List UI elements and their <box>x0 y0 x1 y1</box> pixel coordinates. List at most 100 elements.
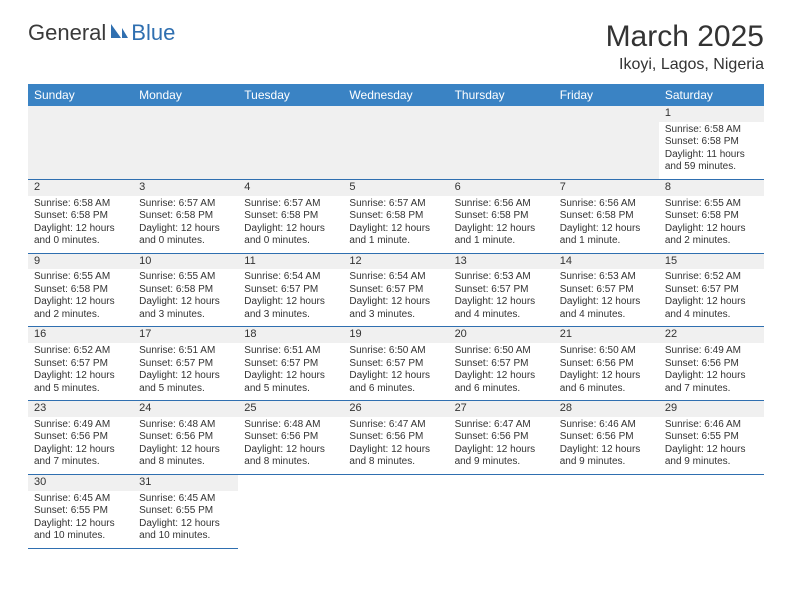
day-number: 6 <box>449 180 554 196</box>
day-number: 14 <box>554 254 659 270</box>
calendar-week-row: 9Sunrise: 6:55 AMSunset: 6:58 PMDaylight… <box>28 253 764 327</box>
day-number: 31 <box>133 475 238 491</box>
weekday-header: Wednesday <box>343 84 448 106</box>
sunrise-text: Sunrise: 6:46 AM <box>560 419 653 432</box>
daylight-text: Daylight: 12 hours and 7 minutes. <box>665 370 758 395</box>
daylight-text: Daylight: 12 hours and 1 minute. <box>455 223 548 248</box>
day-number: 29 <box>659 401 764 417</box>
calendar-cell: 31Sunrise: 6:45 AMSunset: 6:55 PMDayligh… <box>133 474 238 548</box>
day-number: 23 <box>28 401 133 417</box>
weekday-header: Tuesday <box>238 84 343 106</box>
sunset-text: Sunset: 6:56 PM <box>560 358 653 371</box>
calendar-cell: 15Sunrise: 6:52 AMSunset: 6:57 PMDayligh… <box>659 253 764 327</box>
daylight-text: Daylight: 12 hours and 3 minutes. <box>139 296 232 321</box>
day-number: 24 <box>133 401 238 417</box>
daylight-text: Daylight: 12 hours and 5 minutes. <box>34 370 127 395</box>
sunset-text: Sunset: 6:56 PM <box>244 431 337 444</box>
daylight-text: Daylight: 12 hours and 6 minutes. <box>455 370 548 395</box>
day-number: 10 <box>133 254 238 270</box>
logo-sail-icon <box>109 20 129 46</box>
page-title: March 2025 <box>606 20 764 54</box>
sunset-text: Sunset: 6:58 PM <box>560 210 653 223</box>
daylight-text: Daylight: 12 hours and 7 minutes. <box>34 444 127 469</box>
daylight-text: Daylight: 12 hours and 8 minutes. <box>244 444 337 469</box>
calendar-cell: 12Sunrise: 6:54 AMSunset: 6:57 PMDayligh… <box>343 253 448 327</box>
logo-text-2: Blue <box>131 20 175 46</box>
sunset-text: Sunset: 6:57 PM <box>455 284 548 297</box>
calendar-cell: 4Sunrise: 6:57 AMSunset: 6:58 PMDaylight… <box>238 179 343 253</box>
sunrise-text: Sunrise: 6:49 AM <box>34 419 127 432</box>
day-number: 9 <box>28 254 133 270</box>
calendar-week-row: 1Sunrise: 6:58 AMSunset: 6:58 PMDaylight… <box>28 106 764 179</box>
calendar-header-row: SundayMondayTuesdayWednesdayThursdayFrid… <box>28 84 764 106</box>
sunset-text: Sunset: 6:56 PM <box>560 431 653 444</box>
calendar-cell <box>238 474 343 548</box>
calendar-week-row: 23Sunrise: 6:49 AMSunset: 6:56 PMDayligh… <box>28 401 764 475</box>
logo: General Blue <box>28 20 175 46</box>
calendar-cell: 3Sunrise: 6:57 AMSunset: 6:58 PMDaylight… <box>133 179 238 253</box>
day-number: 26 <box>343 401 448 417</box>
calendar-cell: 8Sunrise: 6:55 AMSunset: 6:58 PMDaylight… <box>659 179 764 253</box>
daylight-text: Daylight: 12 hours and 2 minutes. <box>665 223 758 248</box>
sunset-text: Sunset: 6:58 PM <box>34 210 127 223</box>
day-number: 17 <box>133 327 238 343</box>
calendar-cell: 2Sunrise: 6:58 AMSunset: 6:58 PMDaylight… <box>28 179 133 253</box>
daylight-text: Daylight: 12 hours and 6 minutes. <box>349 370 442 395</box>
sunrise-text: Sunrise: 6:57 AM <box>244 198 337 211</box>
day-number: 15 <box>659 254 764 270</box>
weekday-header: Saturday <box>659 84 764 106</box>
title-block: March 2025 Ikoyi, Lagos, Nigeria <box>606 20 764 74</box>
day-number: 7 <box>554 180 659 196</box>
calendar-cell: 17Sunrise: 6:51 AMSunset: 6:57 PMDayligh… <box>133 327 238 401</box>
sunset-text: Sunset: 6:57 PM <box>665 284 758 297</box>
calendar-cell: 13Sunrise: 6:53 AMSunset: 6:57 PMDayligh… <box>449 253 554 327</box>
daylight-text: Daylight: 12 hours and 10 minutes. <box>139 518 232 543</box>
daylight-text: Daylight: 12 hours and 3 minutes. <box>244 296 337 321</box>
calendar-week-row: 16Sunrise: 6:52 AMSunset: 6:57 PMDayligh… <box>28 327 764 401</box>
daylight-text: Daylight: 12 hours and 8 minutes. <box>139 444 232 469</box>
daylight-text: Daylight: 12 hours and 5 minutes. <box>139 370 232 395</box>
calendar-page: General Blue March 2025 Ikoyi, Lagos, Ni… <box>0 0 792 569</box>
sunset-text: Sunset: 6:56 PM <box>34 431 127 444</box>
daylight-text: Daylight: 12 hours and 0 minutes. <box>244 223 337 248</box>
daylight-text: Daylight: 12 hours and 8 minutes. <box>349 444 442 469</box>
daylight-text: Daylight: 12 hours and 5 minutes. <box>244 370 337 395</box>
calendar-cell: 20Sunrise: 6:50 AMSunset: 6:57 PMDayligh… <box>449 327 554 401</box>
day-number: 11 <box>238 254 343 270</box>
calendar-cell: 28Sunrise: 6:46 AMSunset: 6:56 PMDayligh… <box>554 401 659 475</box>
sunset-text: Sunset: 6:58 PM <box>665 210 758 223</box>
calendar-cell: 22Sunrise: 6:49 AMSunset: 6:56 PMDayligh… <box>659 327 764 401</box>
weekday-header: Monday <box>133 84 238 106</box>
sunset-text: Sunset: 6:57 PM <box>349 284 442 297</box>
logo-text-1: General <box>28 20 106 46</box>
calendar-cell: 6Sunrise: 6:56 AMSunset: 6:58 PMDaylight… <box>449 179 554 253</box>
sunrise-text: Sunrise: 6:52 AM <box>34 345 127 358</box>
daylight-text: Daylight: 12 hours and 9 minutes. <box>455 444 548 469</box>
calendar-cell <box>343 106 448 179</box>
daylight-text: Daylight: 12 hours and 0 minutes. <box>139 223 232 248</box>
sunrise-text: Sunrise: 6:55 AM <box>139 271 232 284</box>
sunrise-text: Sunrise: 6:45 AM <box>139 493 232 506</box>
sunset-text: Sunset: 6:57 PM <box>560 284 653 297</box>
calendar-cell: 30Sunrise: 6:45 AMSunset: 6:55 PMDayligh… <box>28 474 133 548</box>
calendar-cell: 5Sunrise: 6:57 AMSunset: 6:58 PMDaylight… <box>343 179 448 253</box>
calendar-cell: 9Sunrise: 6:55 AMSunset: 6:58 PMDaylight… <box>28 253 133 327</box>
sunset-text: Sunset: 6:57 PM <box>139 358 232 371</box>
sunrise-text: Sunrise: 6:47 AM <box>455 419 548 432</box>
day-number: 12 <box>343 254 448 270</box>
calendar-cell: 7Sunrise: 6:56 AMSunset: 6:58 PMDaylight… <box>554 179 659 253</box>
day-number: 2 <box>28 180 133 196</box>
day-number: 25 <box>238 401 343 417</box>
sunrise-text: Sunrise: 6:56 AM <box>455 198 548 211</box>
calendar-cell: 29Sunrise: 6:46 AMSunset: 6:55 PMDayligh… <box>659 401 764 475</box>
calendar-cell: 23 Sunrise: 6:49 AMSunset: 6:56 PMDayligh… <box>28 401 133 475</box>
day-number: 30 <box>28 475 133 491</box>
sunset-text: Sunset: 6:57 PM <box>349 358 442 371</box>
sunrise-text: Sunrise: 6:53 AM <box>560 271 653 284</box>
calendar-cell <box>659 474 764 548</box>
weekday-header: Thursday <box>449 84 554 106</box>
day-number: 18 <box>238 327 343 343</box>
sunrise-text: Sunrise: 6:55 AM <box>665 198 758 211</box>
calendar-cell <box>133 106 238 179</box>
calendar-cell: 19Sunrise: 6:50 AMSunset: 6:57 PMDayligh… <box>343 327 448 401</box>
